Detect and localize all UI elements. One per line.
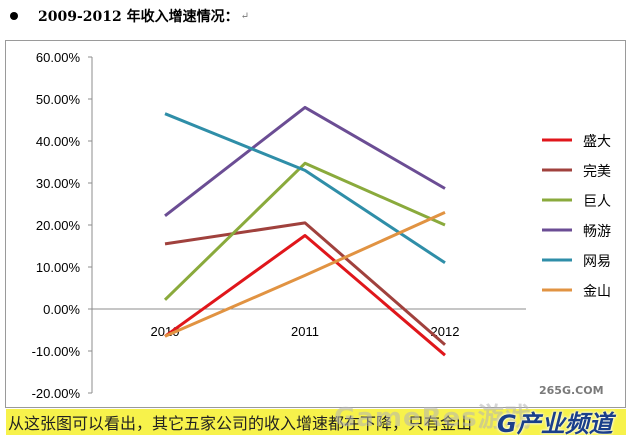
y-tick-label: -10.00% (32, 344, 81, 359)
footer-text: 从这张图可以看出，其它五家公司的收入增速都在下降，只有金山 (8, 414, 473, 433)
series-line-完美 (164, 221, 446, 346)
legend-label: 畅游 (583, 224, 611, 240)
y-tick-label: 10.00% (36, 260, 81, 275)
x-tick-label: 2012 (431, 324, 460, 339)
y-tick-label: 50.00% (36, 92, 81, 107)
heading-title: 2009-2012 年收入增速情况： (38, 9, 239, 25)
legend-label: 完美 (583, 164, 611, 180)
y-tick-label: 30.00% (36, 176, 81, 191)
site-watermark: 265G.COM (539, 384, 604, 397)
legend-label: 盛大 (583, 134, 611, 150)
bullet-icon (10, 12, 18, 20)
series-line-巨人 (163, 161, 446, 301)
y-tick-label: 40.00% (36, 134, 81, 149)
gameres-watermark: GameRes游戏 (334, 403, 532, 433)
legend-label: 网易 (583, 254, 611, 270)
chart-frame: 60.00% 50.00% 40.00% 30.00% 20.00% 10.00% 0.00… (5, 40, 626, 408)
series-line-金山 (164, 211, 446, 338)
y-tick-label: -20.00% (32, 386, 81, 401)
brand-logo: G产业频道 (497, 410, 613, 438)
series-line-畅游 (164, 105, 446, 217)
series-line-网易 (164, 112, 446, 265)
line-chart: 60.00% 50.00% 40.00% 30.00% 20.00% 10.00% 0.00… (32, 50, 611, 401)
y-tick-label: 60.00% (36, 50, 81, 65)
section-heading: 2009-2012 年收入增速情况： ↵ (6, 6, 249, 26)
series-line-盛大 (164, 234, 446, 357)
y-tick-label: 20.00% (36, 218, 81, 233)
paragraph-mark: ↵ (240, 10, 250, 22)
footer-caption: 从这张图可以看出，其它五家公司的收入增速都在下降，只有金山 (6, 409, 626, 435)
legend-label: 巨人 (583, 194, 611, 210)
x-tick-label: 2011 (291, 324, 319, 339)
x-tick-label: 2010 (151, 324, 180, 339)
legend-label: 金山 (583, 284, 611, 300)
y-tick-label: 0.00% (43, 302, 80, 317)
